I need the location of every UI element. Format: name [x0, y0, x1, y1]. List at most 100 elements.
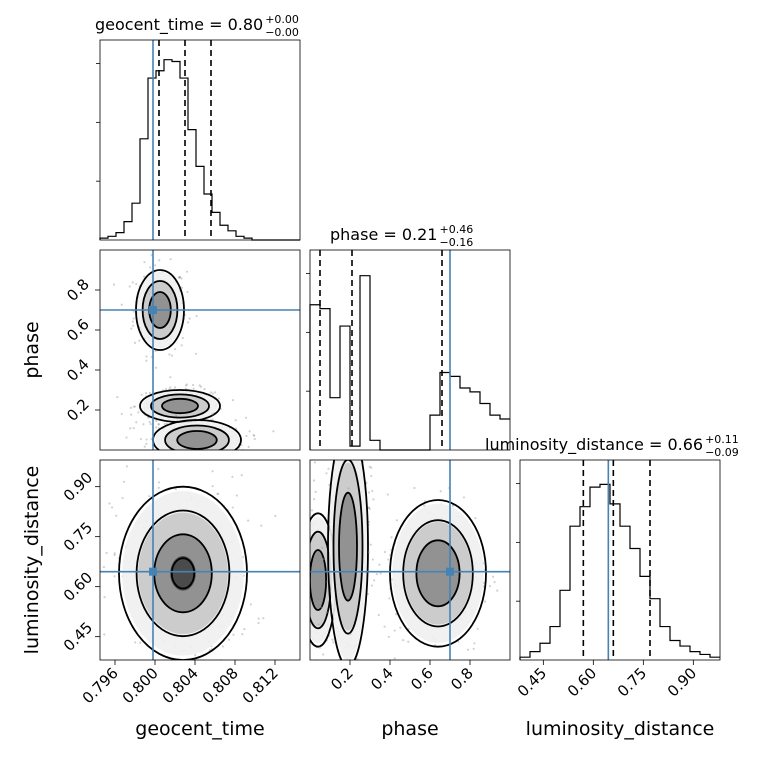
title-plus: +0.46 — [439, 223, 473, 236]
sample-point — [234, 419, 237, 422]
sample-point — [139, 437, 143, 441]
sample-point — [373, 579, 376, 582]
sample-point — [128, 285, 131, 288]
sample-point — [296, 642, 298, 644]
sample-point — [476, 627, 479, 630]
sample-point — [120, 303, 123, 306]
sample-point — [155, 426, 158, 429]
y-tick-label: 0.90 — [60, 468, 96, 504]
sample-point — [210, 391, 213, 394]
density-fill — [170, 556, 196, 591]
sample-point — [371, 558, 375, 561]
contour-line — [164, 424, 230, 450]
sample-point — [184, 384, 188, 387]
sample-point — [132, 426, 135, 430]
sample-point — [348, 693, 350, 695]
sample-point — [247, 445, 250, 448]
sample-point — [322, 653, 325, 656]
y-axis-label-luminosity_distance: luminosity_distance — [21, 466, 43, 655]
sample-point — [253, 434, 256, 437]
sample-point — [125, 436, 128, 439]
sample-point — [488, 585, 492, 588]
sample-point — [355, 409, 357, 411]
sample-point — [305, 548, 307, 550]
sample-point — [301, 563, 303, 565]
contour-line — [310, 549, 327, 611]
sample-point — [423, 504, 426, 507]
sample-point — [280, 573, 282, 575]
density-fill — [177, 431, 217, 449]
sample-point — [249, 603, 252, 606]
sample-point — [362, 407, 364, 409]
sample-point — [211, 413, 214, 416]
sample-point — [325, 610, 328, 614]
x-tick-label: 0.808 — [199, 664, 242, 707]
title-luminosity_distance: luminosity_distance = 0.66 — [485, 435, 703, 455]
sample-point — [142, 423, 145, 426]
panel-frame — [99, 249, 301, 451]
sample-point — [113, 553, 116, 557]
sample-point — [303, 682, 305, 684]
sample-point — [178, 276, 181, 279]
sample-point — [307, 548, 309, 550]
sample-point — [135, 421, 138, 424]
sample-point — [191, 458, 193, 460]
sample-point — [348, 699, 350, 701]
sample-point — [115, 514, 118, 517]
sample-point — [371, 489, 374, 493]
sample-point — [191, 470, 193, 472]
sample-point — [332, 641, 335, 644]
sample-point — [254, 457, 256, 459]
sample-point — [274, 514, 277, 517]
x-axis-label-phase: phase — [381, 718, 438, 740]
sample-point — [308, 596, 310, 598]
title-minus: −0.00 — [265, 26, 299, 39]
sample-point — [186, 661, 188, 663]
sample-point — [335, 422, 337, 424]
sample-point — [130, 327, 133, 330]
sample-point — [301, 580, 303, 582]
density-fill — [162, 398, 198, 414]
sample-point — [190, 452, 192, 454]
sample-point — [144, 392, 148, 395]
sample-point — [304, 686, 306, 688]
sample-point — [331, 638, 334, 641]
sample-point — [370, 474, 373, 478]
contour-line — [389, 499, 487, 648]
sample-point — [312, 479, 316, 482]
sample-point — [129, 427, 132, 430]
sample-point — [368, 507, 371, 510]
sample-point — [305, 491, 307, 493]
density-group — [112, 253, 275, 472]
sample-point — [244, 416, 248, 419]
x-tick-label: 0.45 — [514, 664, 550, 700]
sample-point — [272, 430, 275, 433]
sample-point — [331, 381, 333, 383]
contour-line — [332, 460, 364, 635]
sample-point — [390, 578, 394, 581]
sample-point — [173, 452, 175, 454]
panel-frame — [309, 459, 511, 661]
sample-point — [322, 558, 325, 561]
sample-point — [167, 457, 169, 459]
sample-point — [191, 383, 195, 387]
sample-point — [377, 613, 380, 617]
sample-point — [175, 414, 178, 417]
sample-point — [216, 492, 219, 495]
sample-point — [203, 388, 206, 391]
sample-point — [349, 632, 352, 636]
sample-point — [262, 617, 265, 620]
contour-line — [402, 519, 474, 628]
sample-point — [137, 411, 140, 414]
title-phase: phase = 0.21 — [330, 225, 437, 244]
sample-point — [367, 491, 371, 494]
sample-point — [178, 276, 182, 279]
sample-point — [291, 577, 293, 579]
sample-point — [253, 437, 256, 441]
sample-point — [383, 625, 386, 628]
sample-point — [157, 422, 160, 426]
sample-point — [314, 490, 317, 493]
sample-point — [185, 383, 189, 386]
sample-point — [383, 550, 387, 554]
